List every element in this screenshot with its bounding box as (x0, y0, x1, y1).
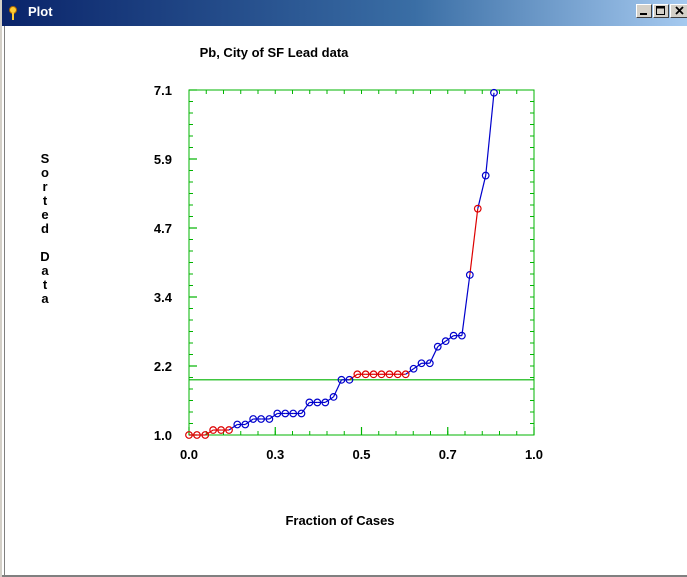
data-point (313, 398, 322, 407)
data-point (417, 359, 426, 368)
chart-title: Pb, City of SF Lead data (200, 45, 350, 60)
pin-icon (9, 6, 17, 20)
data-point (233, 420, 242, 429)
series-segment (469, 208, 479, 275)
series-segment (477, 175, 487, 209)
x-tick-label: 1.0 (525, 447, 543, 462)
maximize-icon (656, 6, 665, 15)
minimize-icon (640, 13, 647, 15)
data-point (385, 370, 394, 379)
y-tick-label: 1.0 (154, 428, 172, 443)
x-axis-label: Fraction of Cases (285, 513, 394, 528)
x-tick-label: 0.3 (266, 447, 284, 462)
window-title: Plot (28, 4, 53, 19)
x-tick-label: 0.7 (439, 447, 457, 462)
series-segment (445, 335, 454, 342)
data-point (401, 370, 410, 379)
data-point (297, 409, 306, 418)
y-axis-label-letter: t (43, 277, 48, 292)
data-point (481, 171, 490, 180)
series-segment (485, 92, 495, 176)
y-tick-label: 4.7 (154, 221, 172, 236)
data-point (353, 370, 362, 379)
data-point (273, 409, 282, 418)
close-button[interactable] (670, 4, 687, 18)
data-point (393, 370, 402, 379)
y-axis-label-letter: D (40, 249, 49, 264)
data-point (465, 271, 474, 279)
title-bar[interactable]: Plot (2, 0, 687, 26)
series-segment (204, 429, 214, 436)
series-segment (349, 373, 358, 381)
y-tick-label: 3.4 (154, 290, 173, 305)
series-segment (461, 274, 471, 336)
series-segment (228, 424, 238, 431)
data-point (473, 204, 482, 213)
data-point (449, 331, 458, 340)
x-tick-label: 0.0 (180, 447, 198, 462)
series-segment (244, 418, 254, 426)
data-point (490, 88, 498, 97)
data-point (329, 393, 338, 401)
y-axis-label-letter: t (43, 193, 48, 208)
data-point (257, 415, 266, 423)
window-bottom-border (2, 575, 687, 577)
series-segment (437, 340, 447, 348)
data-point (457, 331, 466, 340)
y-tick-label: 2.2 (154, 359, 172, 374)
data-point (433, 342, 442, 351)
data-point (337, 375, 346, 384)
data-point (441, 337, 450, 346)
y-axis-label-letter: a (41, 291, 49, 306)
data-point (377, 370, 386, 379)
close-icon (674, 6, 684, 15)
data-point (425, 359, 434, 368)
data-point (241, 420, 250, 429)
maximize-button[interactable] (653, 4, 669, 18)
series-segment (324, 396, 334, 403)
y-axis-label-letter: o (41, 165, 49, 180)
y-axis-label-letter: a (41, 263, 49, 278)
data-point (265, 415, 274, 423)
series-segment (405, 368, 414, 375)
series-segment (269, 412, 278, 420)
data-point (209, 426, 218, 434)
data-point (249, 415, 258, 423)
data-point (321, 398, 330, 407)
data-point (185, 431, 193, 439)
data-point (345, 375, 354, 384)
y-axis-label-letter: d (41, 221, 49, 236)
data-point (369, 370, 378, 379)
data-point (281, 409, 290, 418)
x-tick-label: 0.5 (352, 447, 370, 462)
y-tick-label: 5.9 (154, 152, 172, 167)
data-point (409, 364, 418, 373)
y-axis-label-letter: e (41, 207, 48, 222)
data-point (201, 431, 210, 439)
data-point (289, 409, 298, 418)
series-segment (413, 362, 422, 370)
data-point (217, 426, 225, 434)
y-axis-label-letter: S (41, 151, 50, 166)
data-point (361, 370, 370, 379)
data-point (305, 398, 314, 407)
y-axis-label-letter: r (42, 179, 47, 194)
data-point (225, 426, 233, 434)
plot-frame (188, 89, 535, 436)
y-tick-label: 7.1 (154, 83, 172, 98)
data-point (193, 431, 201, 439)
series-segment (300, 402, 310, 414)
minimize-button[interactable] (636, 4, 652, 18)
